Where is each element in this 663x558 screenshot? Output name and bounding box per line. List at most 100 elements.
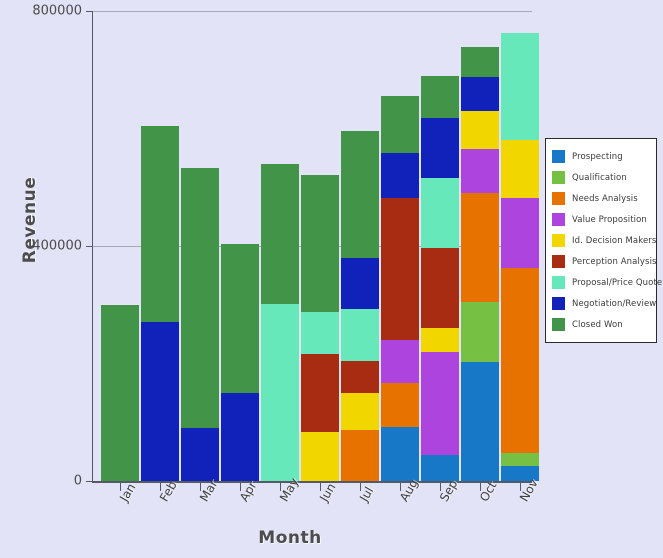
legend-swatch-icon <box>552 297 565 310</box>
bar-segment[interactable] <box>421 76 459 118</box>
bar-segment[interactable] <box>181 428 219 481</box>
bar-stack[interactable] <box>501 32 539 481</box>
x-tick-mark <box>400 483 401 491</box>
legend-swatch-icon <box>552 150 565 163</box>
legend-item[interactable]: Closed Won <box>552 314 651 335</box>
x-tick-mark <box>360 483 361 491</box>
bar-stack[interactable] <box>221 243 259 481</box>
y-tick-mark <box>86 246 92 247</box>
bar-stack[interactable] <box>381 96 419 481</box>
bar-segment[interactable] <box>341 430 379 481</box>
legend-item-label: Closed Won <box>572 319 623 330</box>
bar-segment[interactable] <box>381 426 419 481</box>
x-tick-mark <box>480 483 481 491</box>
bar-segment[interactable] <box>461 76 499 112</box>
bar-segment[interactable] <box>141 322 179 481</box>
x-tick-mark <box>200 483 201 491</box>
bar-segment[interactable] <box>421 247 459 328</box>
bar-stack[interactable] <box>301 174 339 481</box>
bar-segment[interactable] <box>421 327 459 353</box>
legend-item-label: Value Proposition <box>572 214 647 225</box>
x-tick-mark <box>320 483 321 491</box>
bar-segment[interactable] <box>501 268 539 454</box>
legend-item-label: Perception Analysis <box>572 256 657 267</box>
bar-segment[interactable] <box>301 432 339 481</box>
bar-segment[interactable] <box>421 455 459 481</box>
x-tick-mark <box>240 483 241 491</box>
y-tick-mark <box>86 481 92 482</box>
bar-segment[interactable] <box>341 131 379 258</box>
bar-stack[interactable] <box>341 131 379 481</box>
x-tick-mark <box>160 483 161 491</box>
plot-area: 0 400000 800000 Jan Feb Mar Apr May Jun Jul Aug Se… <box>32 4 540 505</box>
bar-segment[interactable] <box>501 32 539 141</box>
bar-segment[interactable] <box>261 303 299 481</box>
bar-stack[interactable] <box>181 168 219 481</box>
bar-segment[interactable] <box>421 177 459 248</box>
bar-segment[interactable] <box>261 164 299 304</box>
bar-segment[interactable] <box>501 140 539 198</box>
x-tick-mark <box>440 483 441 491</box>
bar-segment[interactable] <box>501 453 539 467</box>
bar-stack[interactable] <box>101 304 139 481</box>
bar-segment[interactable] <box>381 153 419 198</box>
legend-item-label: Needs Analysis <box>572 193 638 204</box>
bar-segment[interactable] <box>461 193 499 303</box>
legend-item[interactable]: Value Proposition <box>552 209 651 230</box>
bar-segment[interactable] <box>301 174 339 313</box>
bar-segment[interactable] <box>421 352 459 456</box>
bar-segment[interactable] <box>341 361 379 393</box>
gridline <box>93 11 532 12</box>
x-tick-mark <box>120 483 121 491</box>
bar-segment[interactable] <box>341 309 379 362</box>
legend-item[interactable]: Negotiation/Review <box>552 293 656 314</box>
bar-segment[interactable] <box>141 125 179 323</box>
legend-swatch-icon <box>552 192 565 205</box>
legend-item-label: Id. Decision Makers <box>572 235 657 246</box>
bar-segment[interactable] <box>461 362 499 481</box>
legend-swatch-icon <box>552 234 565 247</box>
legend-swatch-icon <box>552 255 565 268</box>
bar-segment[interactable] <box>221 392 259 481</box>
bar-segment[interactable] <box>501 466 539 481</box>
legend-item[interactable]: Perception Analysis <box>552 251 656 272</box>
x-axis-line <box>92 481 532 483</box>
legend-swatch-icon <box>552 171 565 184</box>
legend[interactable]: Prospecting Qualification Needs Analysis Va… <box>545 138 662 343</box>
legend-swatch-icon <box>552 213 565 226</box>
legend-item-label: Proposal/Price Quote <box>572 277 663 288</box>
bar-segment[interactable] <box>381 197 419 341</box>
bar-stack[interactable] <box>421 76 459 481</box>
bar-segment[interactable] <box>461 302 499 363</box>
bar-segment[interactable] <box>101 304 139 481</box>
bar-stack[interactable] <box>261 164 299 481</box>
bar-segment[interactable] <box>381 340 419 383</box>
legend-item[interactable]: Proposal/Price Quote <box>552 272 662 293</box>
bar-segment[interactable] <box>461 46 499 77</box>
bar-segment[interactable] <box>501 197 539 269</box>
y-tick-label: 0 <box>73 473 82 489</box>
bar-segment[interactable] <box>421 117 459 178</box>
legend-item[interactable]: Id. Decision Makers <box>552 230 656 251</box>
y-tick-label: 400000 <box>32 238 82 254</box>
bar-segment[interactable] <box>181 168 219 429</box>
bar-segment[interactable] <box>301 312 339 354</box>
x-tick-mark <box>280 483 281 491</box>
legend-item[interactable]: Needs Analysis <box>552 188 651 209</box>
bar-segment[interactable] <box>301 353 339 433</box>
bar-segment[interactable] <box>341 257 379 310</box>
legend-swatch-icon <box>552 318 565 331</box>
bar-segment[interactable] <box>381 382 419 427</box>
bar-segment[interactable] <box>381 96 419 154</box>
legend-item-label: Negotiation/Review <box>572 298 657 309</box>
bar-segment[interactable] <box>461 111 499 150</box>
bar-segment[interactable] <box>341 392 379 431</box>
bar-stack[interactable] <box>461 46 499 481</box>
bar-stack[interactable] <box>141 125 179 481</box>
bar-segment[interactable] <box>461 149 499 194</box>
legend-item[interactable]: Prospecting <box>552 146 651 167</box>
bar-segment[interactable] <box>221 243 259 393</box>
legend-item[interactable]: Qualification <box>552 167 651 188</box>
y-axis-title: Revenue <box>20 176 40 264</box>
